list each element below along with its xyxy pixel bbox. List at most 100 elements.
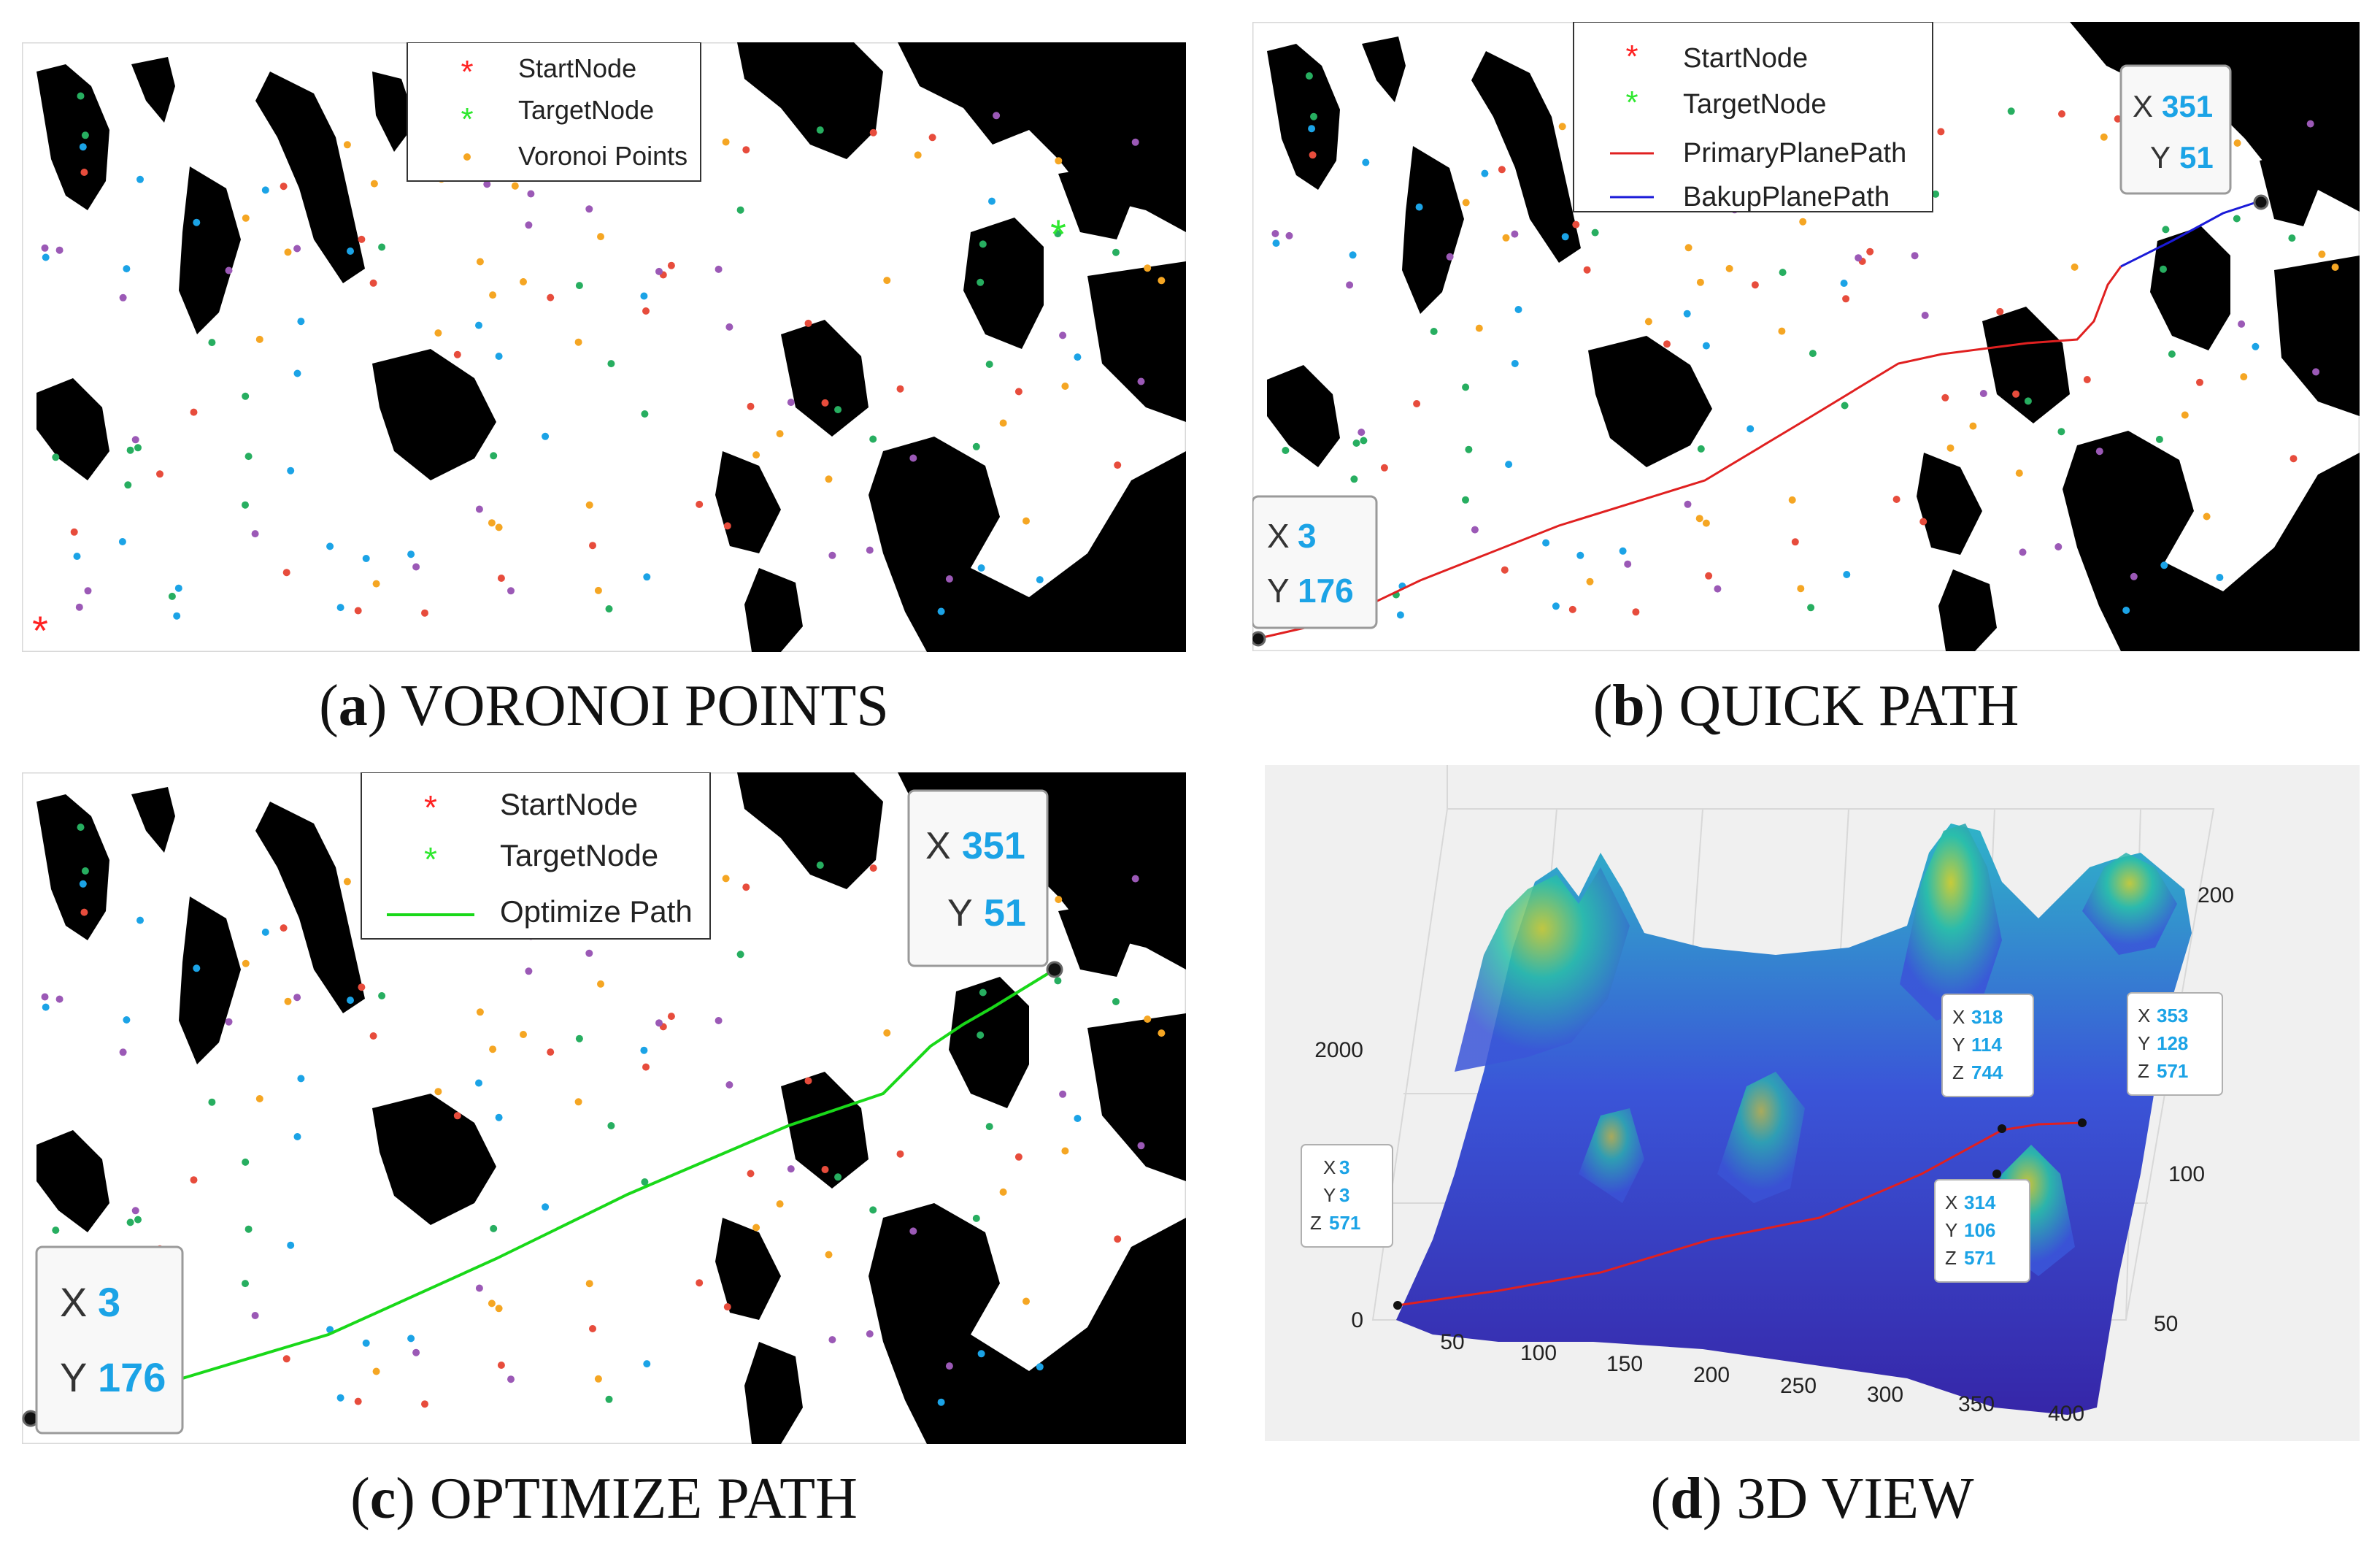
voronoi-point <box>999 1188 1007 1196</box>
voronoi-map: * * StartNode TargetNode Voronoi Points … <box>22 42 1186 652</box>
voronoi-point <box>1919 518 1928 526</box>
voronoi-point <box>131 436 139 444</box>
voronoi-point <box>336 1394 344 1402</box>
voronoi-point <box>1158 1029 1166 1037</box>
voronoi-point <box>696 1279 704 1287</box>
voronoi-point <box>280 924 288 932</box>
voronoi-point <box>722 138 730 146</box>
panel-3d-view: 2000 0 50 100 150 200 250 300 350 400 50… <box>1265 765 2360 1441</box>
voronoi-point <box>1481 169 1489 177</box>
voronoi-point <box>208 1098 216 1106</box>
voronoi-point <box>123 1016 131 1024</box>
voronoi-point <box>378 243 386 251</box>
voronoi-point <box>84 587 92 595</box>
legend-item: Optimize Path <box>500 894 693 929</box>
voronoi-point <box>1632 608 1640 616</box>
voronoi-point <box>1462 383 1470 391</box>
voronoi-point <box>977 564 985 572</box>
voronoi-point <box>977 1031 985 1039</box>
backup-plane-path <box>2120 199 2262 268</box>
voronoi-point <box>1055 157 1063 165</box>
voronoi-point <box>1498 166 1506 174</box>
optimize-path <box>27 968 1056 1420</box>
panel-voronoi-points: * * StartNode TargetNode Voronoi Points … <box>22 42 1186 652</box>
voronoi-point <box>1059 1090 1067 1098</box>
voronoi-point <box>640 292 648 300</box>
svg-text:3: 3 <box>1339 1184 1349 1206</box>
voronoi-point <box>945 575 953 583</box>
voronoi-point <box>1696 278 1704 286</box>
svg-text:314: 314 <box>1964 1191 1996 1213</box>
voronoi-point <box>475 1079 482 1087</box>
voronoi-point-marker-icon <box>463 153 471 161</box>
voronoi-point <box>1074 1115 1082 1122</box>
voronoi-point <box>1697 445 1705 453</box>
voronoi-point <box>1866 247 1874 256</box>
voronoi-point <box>988 197 995 205</box>
voronoi-point <box>642 1063 650 1071</box>
voronoi-point <box>1779 269 1787 277</box>
datatip-marker-icon <box>1998 1124 2006 1133</box>
voronoi-point <box>1360 437 1368 445</box>
voronoi-point <box>589 1325 596 1332</box>
voronoi-point <box>520 1031 527 1038</box>
voronoi-point <box>41 993 49 1001</box>
voronoi-point <box>190 408 198 416</box>
legend-item: TargetNode <box>1683 89 1826 120</box>
voronoi-point <box>585 1280 593 1288</box>
voronoi-point <box>190 1176 198 1184</box>
caption-c: (c) OPTIMIZE PATH <box>350 1467 858 1531</box>
voronoi-point <box>293 1133 301 1140</box>
svg-text:2000: 2000 <box>1314 1038 1363 1062</box>
voronoi-point <box>134 1216 142 1224</box>
svg-text:Y: Y <box>947 892 973 934</box>
voronoi-point <box>1841 402 1849 410</box>
voronoi-point <box>1074 353 1082 361</box>
svg-text:X: X <box>925 825 951 867</box>
voronoi-point <box>378 992 386 999</box>
panel-optimize-path: * * StartNode TargetNode Optimize Path X… <box>22 772 1186 1444</box>
svg-text:Y: Y <box>1323 1184 1336 1206</box>
voronoi-point <box>284 997 292 1005</box>
voronoi-point <box>547 293 555 302</box>
voronoi-point <box>574 1098 582 1106</box>
voronoi-point <box>828 1336 836 1344</box>
voronoi-point <box>834 1173 842 1181</box>
voronoi-point <box>293 369 301 377</box>
svg-text:350: 350 <box>1958 1392 1995 1416</box>
voronoi-point <box>1511 360 1519 367</box>
voronoi-point <box>825 475 833 483</box>
svg-text:51: 51 <box>984 892 1026 934</box>
voronoi-point <box>1996 307 2004 315</box>
voronoi-point <box>747 1170 755 1178</box>
voronoi-point <box>605 1395 613 1403</box>
datatip-marker-icon <box>1992 1170 2001 1178</box>
voronoi-point <box>475 505 483 513</box>
voronoi-point <box>372 1367 380 1375</box>
svg-text:114: 114 <box>1971 1034 2002 1056</box>
voronoi-point <box>1979 390 1987 397</box>
voronoi-point <box>507 1375 515 1383</box>
voronoi-point <box>242 214 250 222</box>
svg-text:Y: Y <box>60 1354 87 1400</box>
voronoi-point <box>1788 496 1796 504</box>
svg-text:300: 300 <box>1867 1383 1903 1407</box>
voronoi-point <box>787 399 795 407</box>
voronoi-point <box>597 233 604 241</box>
datatip-target: X 353 Y 128 Z 571 <box>2127 992 2223 1096</box>
voronoi-point <box>1807 604 1815 612</box>
voronoi-point <box>643 1360 651 1368</box>
voronoi-point <box>866 1330 874 1338</box>
svg-text:200: 200 <box>2198 883 2234 907</box>
voronoi-point <box>914 151 922 159</box>
voronoi-point <box>475 1284 483 1292</box>
legend-a: * * StartNode TargetNode Voronoi Points <box>407 42 701 182</box>
svg-text:Y: Y <box>2150 140 2171 174</box>
voronoi-point <box>497 1362 505 1369</box>
voronoi-point <box>1430 328 1438 335</box>
svg-text:200: 200 <box>1693 1363 1730 1387</box>
svg-text:X: X <box>2138 1005 2150 1026</box>
voronoi-point <box>495 523 503 531</box>
legend-item: StartNode <box>500 787 638 821</box>
voronoi-point <box>1114 1235 1122 1243</box>
